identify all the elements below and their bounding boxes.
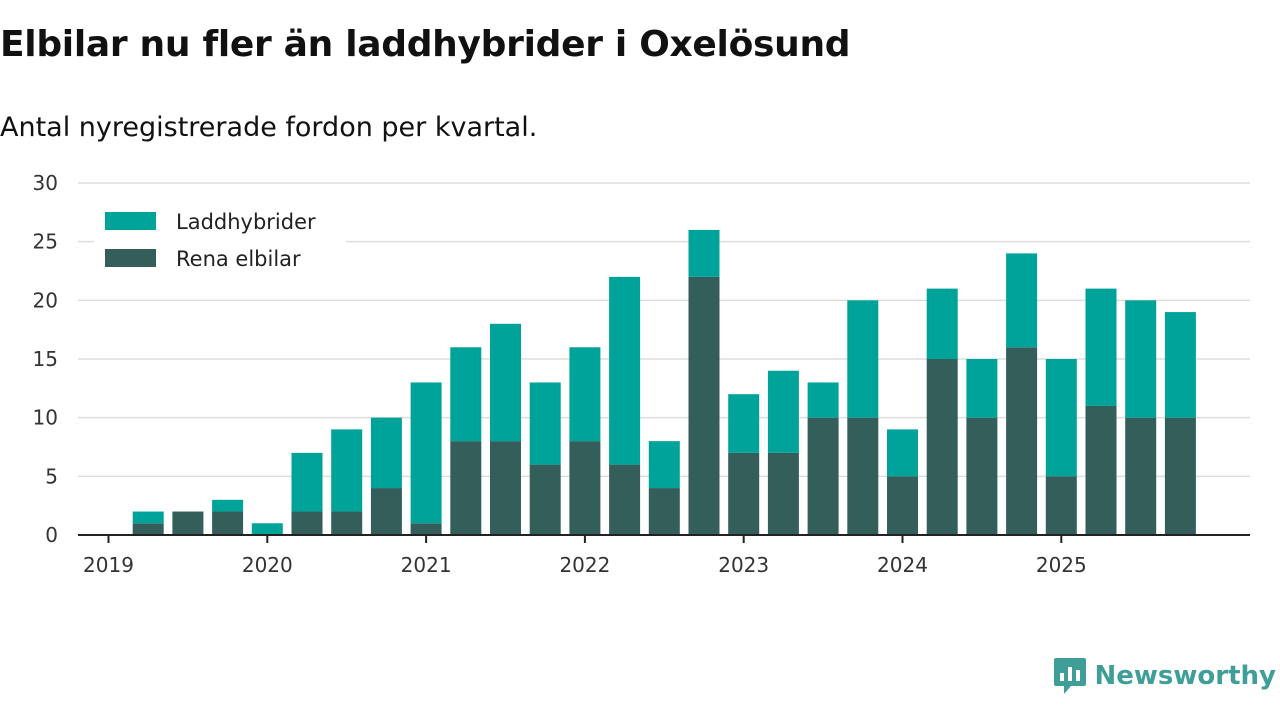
legend-swatch <box>105 212 156 230</box>
bar-rena-elbilar <box>490 441 521 535</box>
bar-laddhybrider <box>569 347 601 442</box>
y-tick-label: 10 <box>33 406 58 430</box>
y-tick-label: 20 <box>33 288 58 312</box>
bar-laddhybrider <box>1164 312 1196 418</box>
legend: Laddhybrider Rena elbilar <box>94 198 346 280</box>
bar-rena-elbilar <box>1006 347 1038 535</box>
y-tick-label: 15 <box>33 347 58 371</box>
bar-laddhybrider <box>450 347 482 442</box>
bar-rena-elbilar <box>807 417 839 535</box>
bar-rena-elbilar <box>1045 476 1077 535</box>
bar-laddhybrider <box>966 359 998 418</box>
y-tick-label: 0 <box>45 523 58 547</box>
bar-laddhybrider <box>807 382 839 418</box>
bar-laddhybrider <box>887 429 918 477</box>
x-tick-label: 2021 <box>401 553 452 577</box>
y-tick-label: 30 <box>33 171 58 195</box>
bar-rena-elbilar <box>410 523 442 535</box>
bar-rena-elbilar <box>847 417 879 535</box>
bar-laddhybrider <box>529 382 561 465</box>
bar-laddhybrider <box>926 288 958 359</box>
newsworthy-logo-icon <box>1053 658 1086 694</box>
x-tick-label: 2023 <box>718 553 769 577</box>
bar-laddhybrider <box>609 276 641 465</box>
bar-rena-elbilar <box>609 464 641 535</box>
bar-laddhybrider <box>688 229 720 277</box>
bar-rena-elbilar <box>966 417 998 535</box>
bar-laddhybrider <box>847 300 879 418</box>
bar-laddhybrider <box>291 452 323 512</box>
bar-laddhybrider <box>1045 359 1077 477</box>
bar-rena-elbilar <box>1164 417 1196 535</box>
bar-laddhybrider <box>410 382 442 524</box>
bar-laddhybrider <box>212 499 244 512</box>
x-tick-label: 2025 <box>1036 553 1087 577</box>
legend-label: Rena elbilar <box>176 247 301 271</box>
bar-rena-elbilar <box>370 488 402 535</box>
x-tick-label: 2019 <box>83 553 134 577</box>
bar-laddhybrider <box>728 394 760 453</box>
bar-laddhybrider <box>251 523 283 535</box>
bar-rena-elbilar <box>648 488 680 535</box>
y-tick-label: 25 <box>33 230 58 254</box>
bar-laddhybrider <box>1006 253 1038 348</box>
bars <box>132 229 1196 535</box>
bar-laddhybrider <box>370 417 402 489</box>
legend-label: Laddhybrider <box>176 210 316 234</box>
bar-rena-elbilar <box>212 511 244 535</box>
bar-laddhybrider <box>1125 300 1157 418</box>
bar-laddhybrider <box>648 441 680 489</box>
bar-rena-elbilar <box>172 511 204 535</box>
bar-rena-elbilar <box>1085 405 1117 535</box>
bar-rena-elbilar <box>529 464 561 535</box>
bar-laddhybrider <box>331 429 363 512</box>
brand-name: Newsworthy <box>1094 661 1276 691</box>
x-tick-label: 2024 <box>877 553 928 577</box>
bar-laddhybrider <box>1085 288 1117 406</box>
bar-rena-elbilar <box>767 452 799 535</box>
chart-subtitle: Antal nyregistrerade fordon per kvartal. <box>0 112 538 143</box>
x-tick-label: 2022 <box>559 553 610 577</box>
bar-rena-elbilar <box>331 511 363 535</box>
bar-rena-elbilar <box>688 276 720 535</box>
bar-rena-elbilar <box>132 523 164 535</box>
bar-rena-elbilar <box>1125 417 1157 535</box>
bar-rena-elbilar <box>450 441 482 535</box>
bar-laddhybrider <box>767 370 799 453</box>
bar-laddhybrider <box>132 511 164 524</box>
legend-swatch <box>105 249 156 267</box>
y-tick-label: 5 <box>45 464 58 488</box>
bar-rena-elbilar <box>569 441 601 535</box>
brand-logo: Newsworthy <box>1053 654 1276 698</box>
bar-rena-elbilar <box>291 511 323 535</box>
bar-rena-elbilar <box>728 452 760 535</box>
x-tick-label: 2020 <box>242 553 293 577</box>
chart-title: Elbilar nu fler än laddhybrider i Oxelös… <box>0 24 851 65</box>
bar-laddhybrider <box>490 323 521 442</box>
bar-rena-elbilar <box>926 359 958 535</box>
bar-rena-elbilar <box>887 476 918 535</box>
